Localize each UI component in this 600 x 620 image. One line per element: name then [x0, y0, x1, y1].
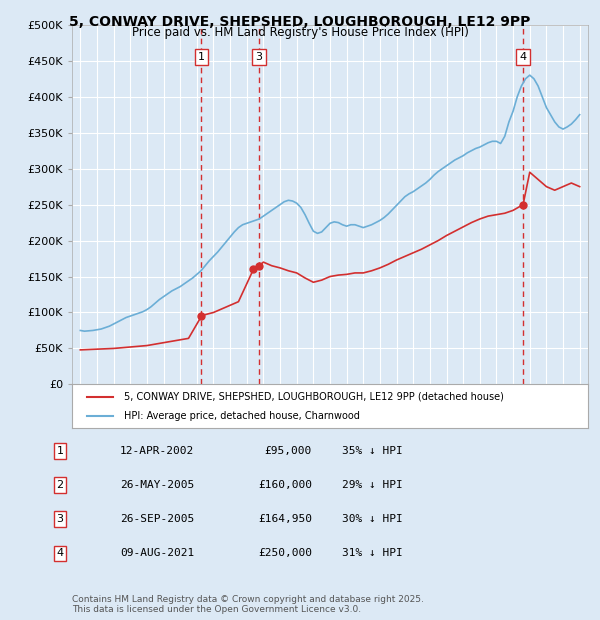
- Text: 12-APR-2002: 12-APR-2002: [120, 446, 194, 456]
- Text: Contains HM Land Registry data © Crown copyright and database right 2025.: Contains HM Land Registry data © Crown c…: [72, 595, 424, 604]
- Text: £160,000: £160,000: [258, 480, 312, 490]
- Text: 29% ↓ HPI: 29% ↓ HPI: [342, 480, 403, 490]
- Text: 31% ↓ HPI: 31% ↓ HPI: [342, 548, 403, 559]
- Text: HPI: Average price, detached house, Charnwood: HPI: Average price, detached house, Char…: [124, 410, 359, 420]
- Text: 5, CONWAY DRIVE, SHEPSHED, LOUGHBOROUGH, LE12 9PP: 5, CONWAY DRIVE, SHEPSHED, LOUGHBOROUGH,…: [70, 16, 530, 30]
- Text: £164,950: £164,950: [258, 514, 312, 525]
- Text: 2: 2: [56, 480, 64, 490]
- Text: 5, CONWAY DRIVE, SHEPSHED, LOUGHBOROUGH, LE12 9PP (detached house): 5, CONWAY DRIVE, SHEPSHED, LOUGHBOROUGH,…: [124, 392, 503, 402]
- Text: £95,000: £95,000: [265, 446, 312, 456]
- Text: Price paid vs. HM Land Registry's House Price Index (HPI): Price paid vs. HM Land Registry's House …: [131, 26, 469, 39]
- Text: 1: 1: [198, 52, 205, 62]
- Text: 30% ↓ HPI: 30% ↓ HPI: [342, 514, 403, 525]
- Text: 3: 3: [256, 52, 262, 62]
- Text: 1: 1: [56, 446, 64, 456]
- Text: 35% ↓ HPI: 35% ↓ HPI: [342, 446, 403, 456]
- Text: 4: 4: [56, 548, 64, 559]
- Text: 4: 4: [520, 52, 527, 62]
- Text: 26-SEP-2005: 26-SEP-2005: [120, 514, 194, 525]
- Text: 26-MAY-2005: 26-MAY-2005: [120, 480, 194, 490]
- Text: 3: 3: [56, 514, 64, 525]
- Text: This data is licensed under the Open Government Licence v3.0.: This data is licensed under the Open Gov…: [72, 604, 361, 614]
- Text: £250,000: £250,000: [258, 548, 312, 559]
- Text: 09-AUG-2021: 09-AUG-2021: [120, 548, 194, 559]
